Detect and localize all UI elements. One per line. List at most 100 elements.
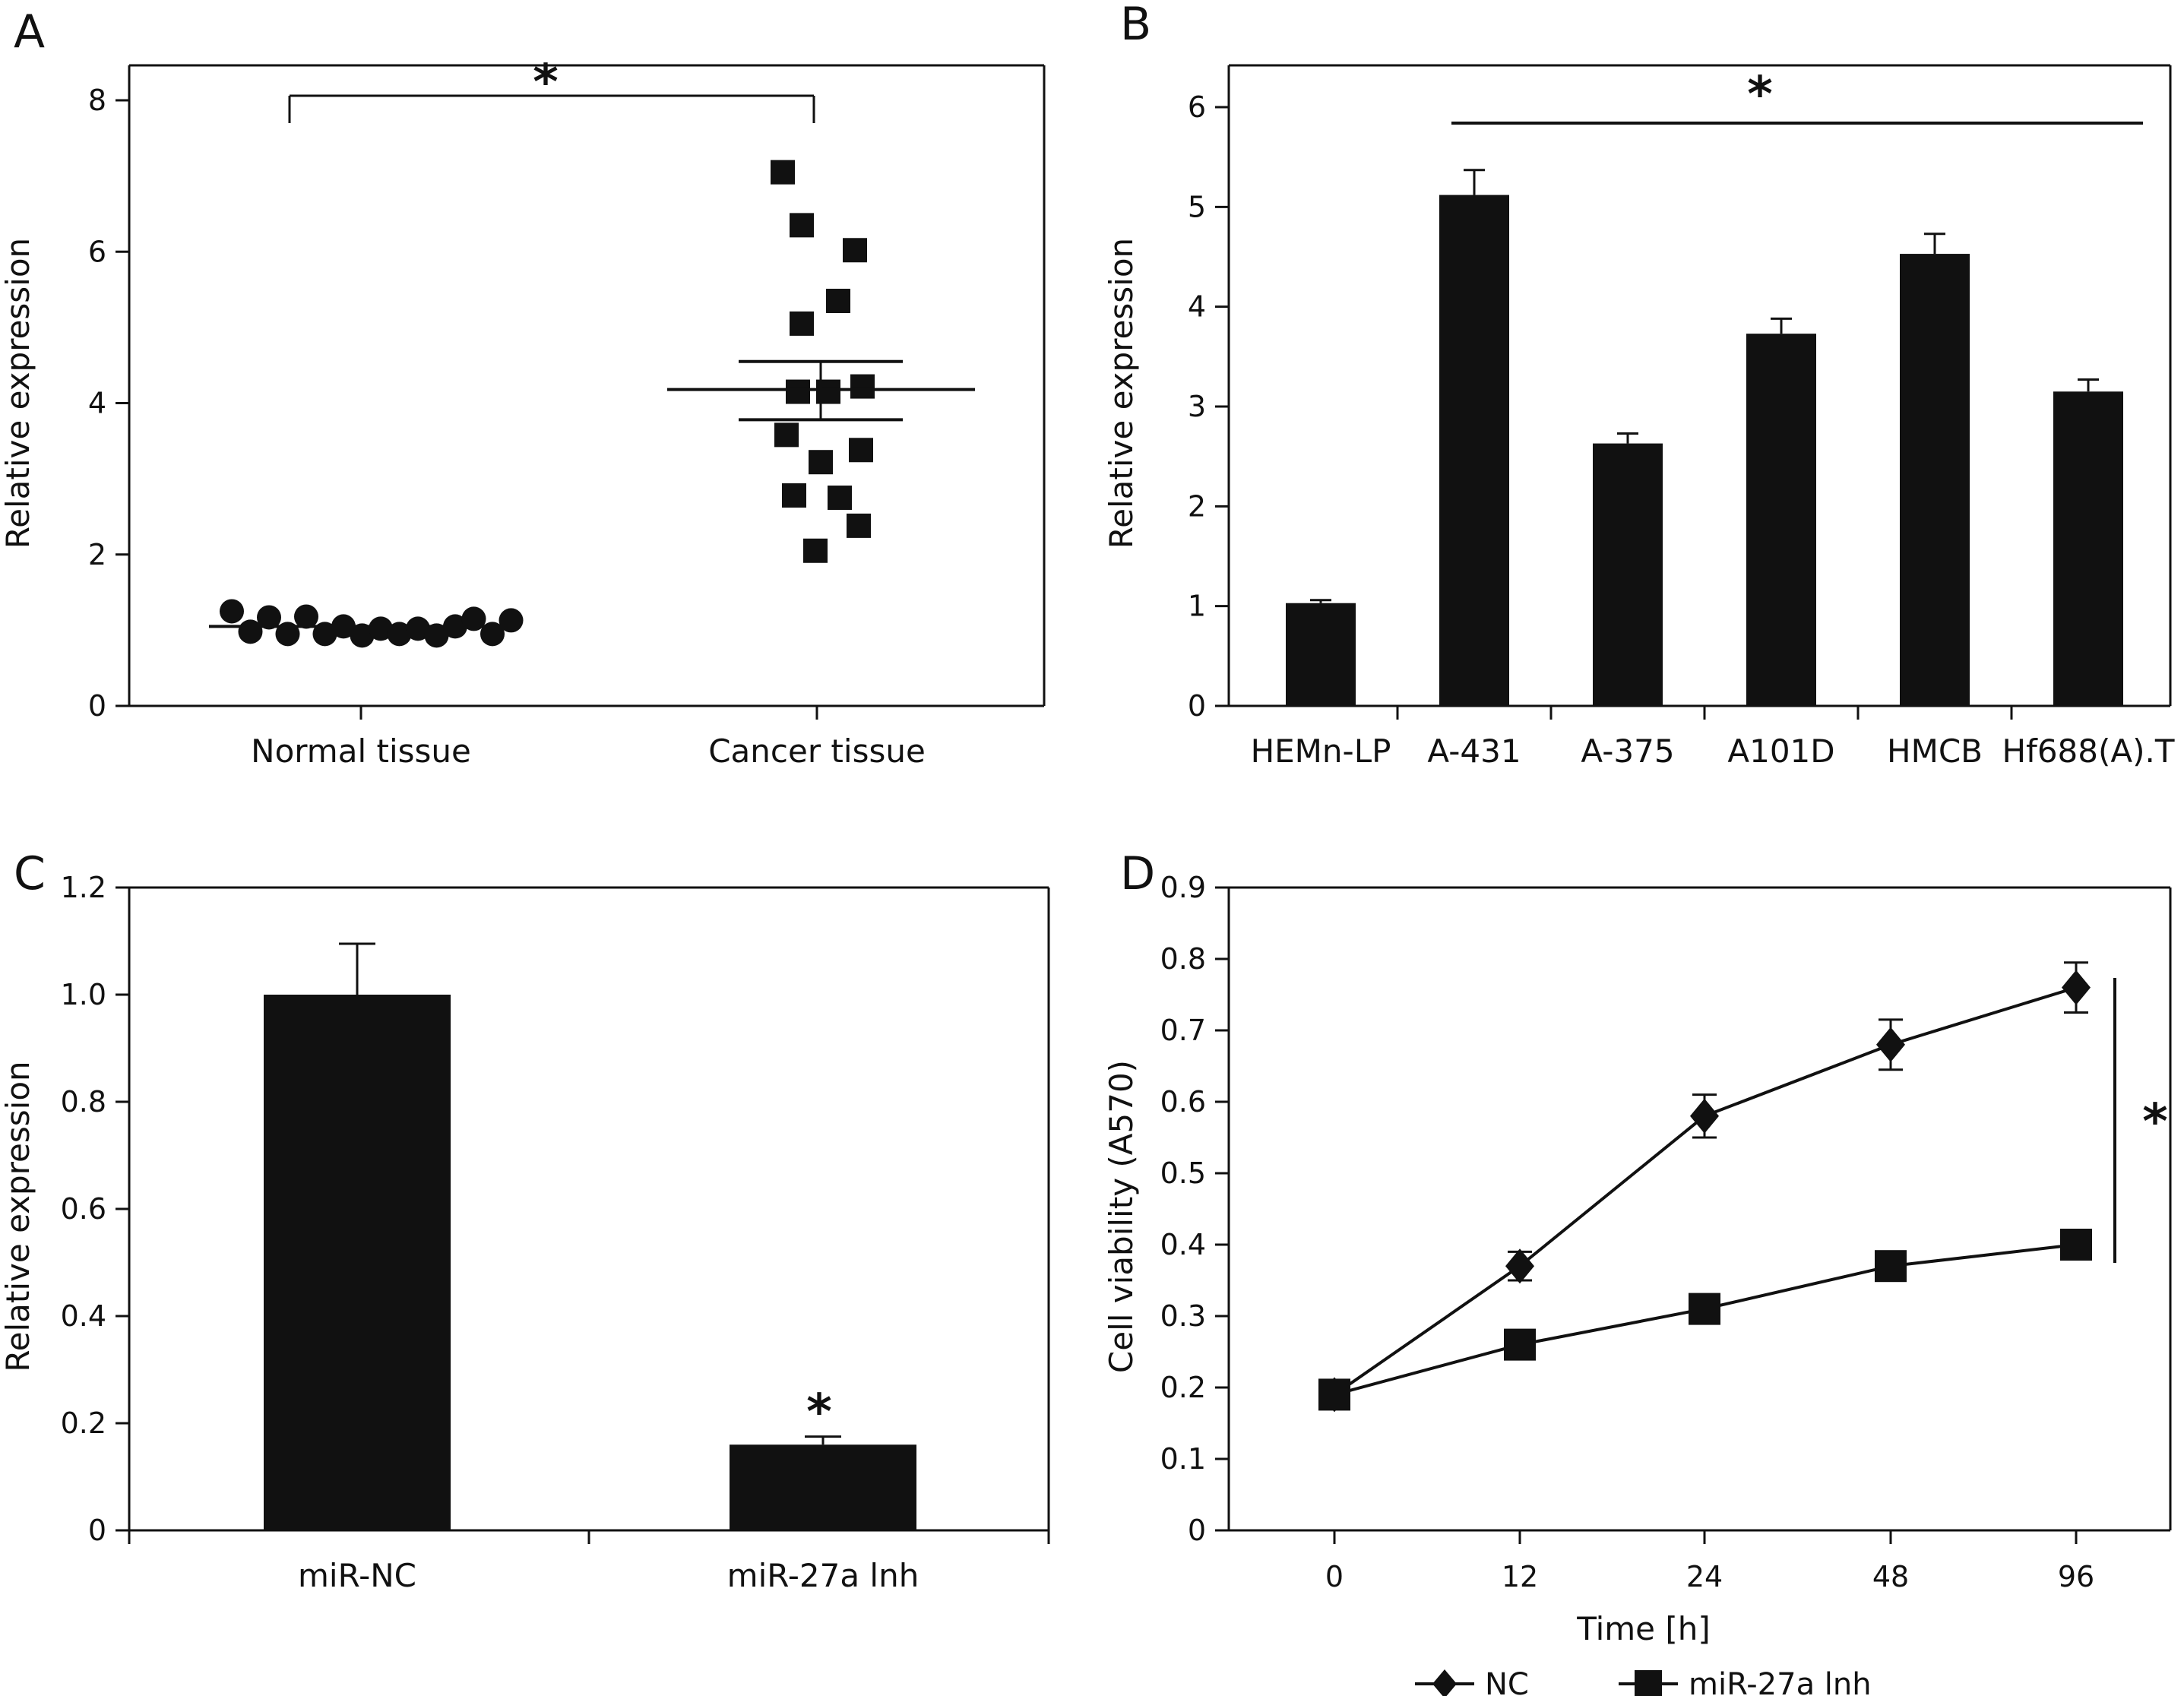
panel-label-b: B bbox=[1120, 0, 1151, 51]
panel-c-x-tick-label: miR-NC bbox=[298, 1557, 416, 1594]
panel-a-cancer-point bbox=[826, 289, 850, 314]
panel-b-y-tick-label: 4 bbox=[1188, 290, 1206, 324]
panel-d-x-tick-label: 96 bbox=[2058, 1560, 2094, 1593]
panel-d-point-mir27a bbox=[1318, 1378, 1350, 1411]
panel-d-point-nc bbox=[2062, 970, 2091, 1005]
panel-c-bar bbox=[730, 1444, 916, 1530]
panel-a-cancer-point bbox=[843, 238, 867, 263]
panel-a-x-tick-label: Cancer tissue bbox=[708, 733, 926, 770]
panel-b-sig-star: * bbox=[1747, 67, 1772, 123]
panel-d-y-tick-label: 0.6 bbox=[1160, 1085, 1206, 1119]
panel-a-normal-point bbox=[220, 599, 244, 624]
legend-nc-label: NC bbox=[1485, 1667, 1529, 1696]
panel-c-x-tick-label: miR-27a lnh bbox=[727, 1557, 919, 1594]
panel-a-y-tick-label: 8 bbox=[88, 84, 106, 117]
panel-d-point-mir27a bbox=[1689, 1293, 1720, 1325]
panel-a-normal-point bbox=[257, 605, 281, 630]
panel-b-x-tick-label: A101D bbox=[1727, 733, 1834, 770]
panel-d-x-tick-label: 12 bbox=[1502, 1560, 1538, 1593]
panel-b-x-tick-label: A-431 bbox=[1427, 733, 1521, 770]
panel-d-y-tick-label: 0.5 bbox=[1160, 1157, 1206, 1190]
panel-a-cancer-point bbox=[774, 422, 799, 448]
legend-nc-marker bbox=[1432, 1669, 1457, 1696]
panel-c-y-tick-label: 0.2 bbox=[61, 1406, 106, 1440]
panel-b-bar bbox=[1900, 254, 1970, 706]
panel-d-y-tick-label: 0.9 bbox=[1160, 871, 1206, 904]
panel-c-y-axis-title: Relative expression bbox=[0, 1061, 36, 1372]
panel-b-y-tick-label: 6 bbox=[1188, 90, 1206, 124]
panel-d-y-axis-title: Cell viability (A570) bbox=[1103, 1060, 1140, 1373]
panel-c-y-tick-label: 0.8 bbox=[61, 1085, 106, 1119]
panel-b-y-tick-label: 5 bbox=[1188, 190, 1206, 223]
panel-a-normal-point bbox=[294, 604, 318, 629]
panel-a-cancer-point bbox=[790, 311, 814, 336]
panel-d-x-axis-title: Time [h] bbox=[1576, 1610, 1711, 1647]
panel-d-x-tick-label: 0 bbox=[1325, 1560, 1344, 1593]
panel-b-bar bbox=[1746, 334, 1816, 706]
panel-c-y-tick-label: 1.0 bbox=[61, 978, 106, 1011]
panel-b-x-tick-label: A-375 bbox=[1581, 733, 1674, 770]
panel-d-x-tick-label: 24 bbox=[1686, 1560, 1723, 1593]
panel-a-cancer-point bbox=[790, 213, 814, 238]
panel-label-d: D bbox=[1120, 847, 1155, 900]
panel-b-x-tick-label: HEMn-LP bbox=[1251, 733, 1391, 770]
panel-a-y-tick-label: 6 bbox=[88, 235, 106, 268]
panel-c-y-tick-label: 1.2 bbox=[61, 871, 106, 904]
panel-a-sig-star: * bbox=[533, 55, 558, 111]
panel-d-point-nc bbox=[1505, 1248, 1534, 1284]
panel-d-y-tick-label: 0.1 bbox=[1160, 1442, 1206, 1476]
panel-c-y-tick-label: 0.4 bbox=[61, 1299, 106, 1333]
panel-a-y-tick-label: 2 bbox=[88, 538, 106, 571]
panel-b-bar bbox=[1439, 195, 1509, 706]
panel-a-cancer-point bbox=[850, 374, 875, 399]
panel-b-y-tick-label: 0 bbox=[1188, 689, 1206, 723]
panel-d-series-line bbox=[1333, 986, 2077, 1397]
panel-a-cancer-point bbox=[849, 438, 873, 463]
panel-b-bar bbox=[1593, 443, 1663, 706]
panel-a-normal-point bbox=[424, 623, 449, 648]
panel-a-y-tick-label: 4 bbox=[88, 387, 106, 420]
panel-a-y-tick-label: 0 bbox=[88, 689, 106, 723]
panel-d-y-tick-label: 0.3 bbox=[1160, 1299, 1206, 1333]
panel-d-y-tick-label: 0.2 bbox=[1160, 1371, 1206, 1404]
panel-d-y-tick-label: 0.4 bbox=[1160, 1228, 1206, 1261]
panel-c-y-tick-label: 0 bbox=[88, 1514, 106, 1547]
panel-a-cancer-point bbox=[786, 379, 810, 404]
panel-a-cancer-point bbox=[828, 486, 852, 511]
panel-c-y-tick-label: 0.6 bbox=[61, 1192, 106, 1226]
panel-a-normal-point bbox=[369, 616, 393, 641]
panel-a-normal-point bbox=[499, 608, 524, 633]
panel-b-y-tick-label: 3 bbox=[1188, 390, 1206, 423]
panel-a-cancer-point bbox=[847, 513, 871, 538]
panel-b-bar bbox=[1286, 603, 1356, 706]
panel-b-y-tick-label: 1 bbox=[1188, 590, 1206, 623]
panel-c-bar bbox=[264, 995, 451, 1530]
panel-d-point-nc bbox=[1876, 1027, 1905, 1062]
panel-d-point-nc bbox=[1690, 1098, 1719, 1134]
legend-mir27a-marker bbox=[1635, 1670, 1662, 1696]
panel-c-sig-star: * bbox=[806, 1384, 831, 1441]
panel-b-y-tick-label: 2 bbox=[1188, 489, 1206, 523]
panel-label-c: C bbox=[14, 847, 46, 900]
panel-d-point-mir27a bbox=[2060, 1229, 2092, 1261]
panel-b-x-tick-label: Hf688(A).T bbox=[2002, 733, 2174, 770]
panel-d-point-mir27a bbox=[1504, 1328, 1536, 1361]
panel-b-bar bbox=[2053, 391, 2123, 706]
panel-a-normal-point bbox=[406, 616, 430, 641]
panel-a-cancer-point bbox=[809, 450, 833, 475]
panel-a-cancer-point bbox=[782, 483, 806, 508]
panel-a-cancer-point bbox=[803, 538, 828, 563]
panel-a-x-tick-label: Normal tissue bbox=[251, 733, 471, 770]
panel-a-cancer-point bbox=[771, 160, 795, 185]
panel-d-y-tick-label: 0 bbox=[1188, 1514, 1206, 1547]
panel-a-y-axis-title: Relative expression bbox=[0, 238, 36, 549]
panel-label-a: A bbox=[14, 5, 45, 59]
panel-b-y-axis-title: Relative expression bbox=[1103, 238, 1140, 549]
panel-b-x-tick-label: HMCB bbox=[1887, 733, 1983, 770]
panel-d-point-mir27a bbox=[1875, 1250, 1907, 1283]
panel-d-y-tick-label: 0.8 bbox=[1160, 942, 1206, 976]
legend-mir27a-label: miR-27a lnh bbox=[1689, 1667, 1872, 1696]
panel-d-sig-star: * bbox=[2142, 1094, 2167, 1150]
panel-d-y-tick-label: 0.7 bbox=[1160, 1014, 1206, 1047]
